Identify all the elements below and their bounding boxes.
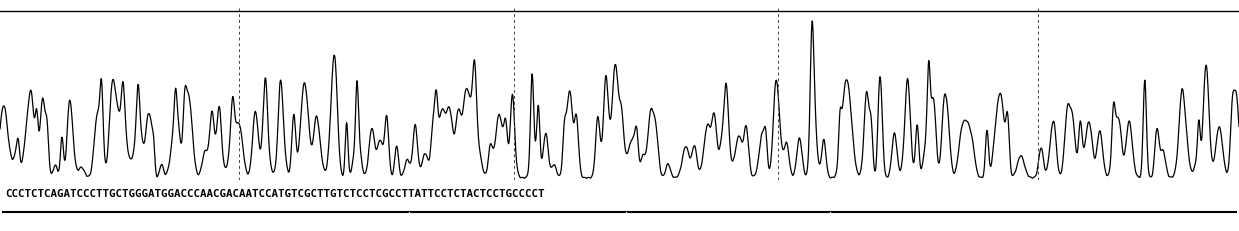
Text: CCCTCTCAGATCCCTTGCTGGGATGGACCCAACGACAATCCATGTCGCTTGTCTCCTCGCCTTATTCCTCTACTCCTGCC: CCCTCTCAGATCCCTTGCTGGGATGGACCCAACGACAATC…	[5, 188, 544, 198]
